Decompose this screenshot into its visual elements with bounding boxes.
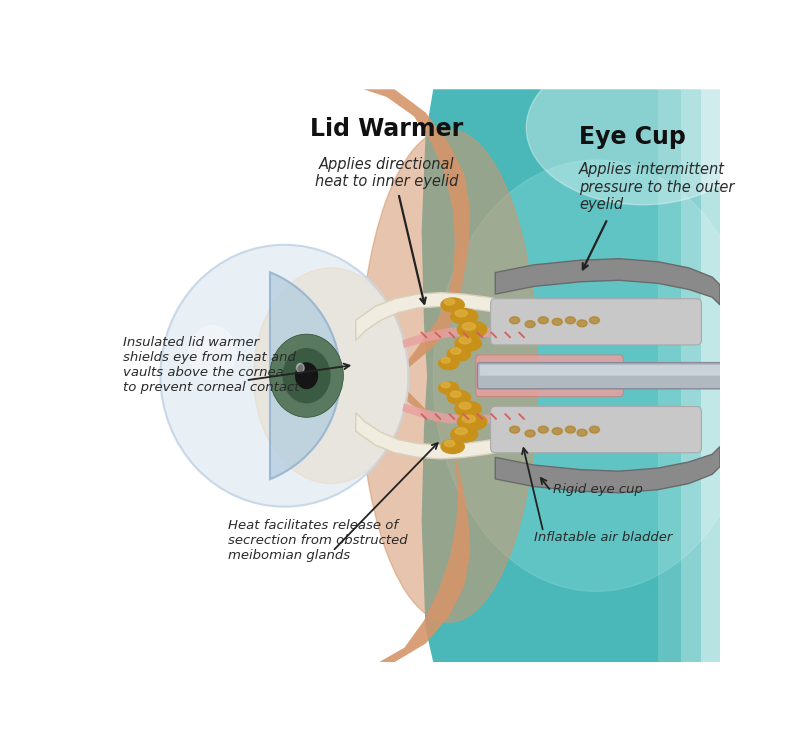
Ellipse shape <box>450 391 461 397</box>
Ellipse shape <box>447 347 470 361</box>
Ellipse shape <box>566 317 575 324</box>
Ellipse shape <box>270 334 343 417</box>
Polygon shape <box>363 385 470 662</box>
Ellipse shape <box>577 320 587 327</box>
Ellipse shape <box>455 401 482 417</box>
Polygon shape <box>402 327 518 348</box>
Ellipse shape <box>282 348 330 403</box>
Ellipse shape <box>459 337 471 344</box>
Text: Insulated lid warmer
shields eye from heat and
vaults above the cornea
to preven: Insulated lid warmer shields eye from he… <box>123 336 300 394</box>
Ellipse shape <box>458 321 486 338</box>
Ellipse shape <box>577 429 587 436</box>
FancyBboxPatch shape <box>478 362 722 389</box>
Bar <box>682 89 720 662</box>
Ellipse shape <box>455 428 467 434</box>
Ellipse shape <box>450 426 478 442</box>
Polygon shape <box>495 446 720 493</box>
Bar <box>658 89 720 662</box>
Ellipse shape <box>455 310 467 317</box>
Ellipse shape <box>462 323 475 330</box>
Ellipse shape <box>455 336 482 351</box>
Ellipse shape <box>450 348 461 354</box>
Polygon shape <box>356 413 573 459</box>
Ellipse shape <box>538 317 548 324</box>
Bar <box>701 89 720 662</box>
Ellipse shape <box>441 298 464 312</box>
Ellipse shape <box>525 430 535 437</box>
FancyBboxPatch shape <box>719 368 721 384</box>
Ellipse shape <box>444 298 454 305</box>
Polygon shape <box>495 259 720 305</box>
Ellipse shape <box>254 268 409 484</box>
Ellipse shape <box>459 403 471 409</box>
FancyBboxPatch shape <box>480 365 722 376</box>
Ellipse shape <box>538 426 548 433</box>
Ellipse shape <box>510 426 520 433</box>
Ellipse shape <box>434 160 758 591</box>
Ellipse shape <box>444 440 454 446</box>
Ellipse shape <box>450 309 478 324</box>
Ellipse shape <box>441 382 450 388</box>
Polygon shape <box>422 89 720 662</box>
Polygon shape <box>356 292 573 340</box>
Polygon shape <box>363 89 470 376</box>
Text: Rigid eye cup: Rigid eye cup <box>554 483 643 496</box>
Ellipse shape <box>438 357 459 370</box>
Text: Inflatable air bladder: Inflatable air bladder <box>534 531 672 544</box>
Text: Heat facilitates release of
secrection from obstructed
meibomian glands: Heat facilitates release of secrection f… <box>228 519 407 562</box>
Ellipse shape <box>590 426 599 433</box>
Text: Eye Cup: Eye Cup <box>579 125 686 149</box>
Polygon shape <box>270 272 340 479</box>
Ellipse shape <box>360 129 538 622</box>
Text: Applies intermittent
pressure to the outer
eyelid: Applies intermittent pressure to the out… <box>579 162 734 212</box>
Ellipse shape <box>441 440 464 454</box>
FancyBboxPatch shape <box>490 406 702 452</box>
Text: Lid Warmer: Lid Warmer <box>310 118 463 141</box>
Ellipse shape <box>510 317 520 324</box>
Ellipse shape <box>438 382 459 394</box>
Ellipse shape <box>525 321 535 327</box>
Ellipse shape <box>566 426 575 433</box>
Text: Applies directional
heat to inner eyelid: Applies directional heat to inner eyelid <box>315 157 458 190</box>
Polygon shape <box>402 403 518 424</box>
Ellipse shape <box>189 326 236 379</box>
Ellipse shape <box>447 391 470 404</box>
Ellipse shape <box>462 415 475 423</box>
Ellipse shape <box>552 428 562 434</box>
Ellipse shape <box>526 51 758 205</box>
Ellipse shape <box>161 245 409 507</box>
Ellipse shape <box>590 317 599 324</box>
Ellipse shape <box>552 318 562 325</box>
Ellipse shape <box>441 358 450 363</box>
FancyBboxPatch shape <box>490 299 702 345</box>
Ellipse shape <box>295 362 318 389</box>
Ellipse shape <box>458 414 486 430</box>
FancyBboxPatch shape <box>476 355 623 397</box>
Ellipse shape <box>297 363 304 373</box>
